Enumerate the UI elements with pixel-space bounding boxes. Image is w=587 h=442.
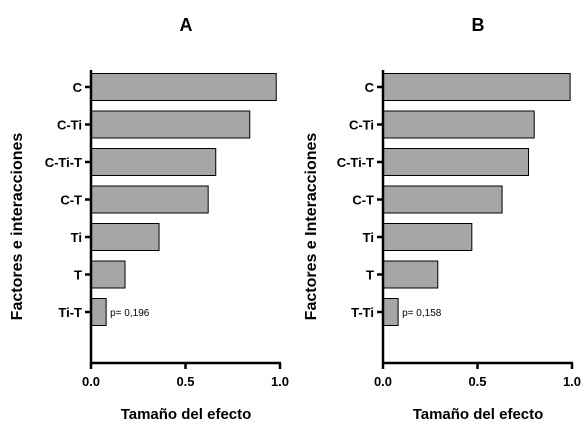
category-label: Ti — [71, 230, 82, 245]
category-label: C-T — [60, 193, 82, 208]
p-value-annotation: p= 0,196 — [110, 308, 150, 319]
panel-a: A Factores e interacciones C C-Ti C-Ti-T C-T T… — [9, 15, 289, 423]
x-tick-label: 0.0 — [82, 374, 100, 389]
x-tick-label: 1.0 — [271, 374, 289, 389]
x-tick-label: 1.0 — [563, 374, 581, 389]
x-tick-label: 0.5 — [176, 374, 194, 389]
p-value-annotation: p= 0,158 — [402, 308, 442, 319]
bar — [382, 73, 571, 101]
panel-b: B Factores e Interacciones C C-Ti C-Ti-T C-T T… — [303, 15, 581, 423]
category-label: Ti-T — [58, 305, 82, 320]
category-label: C-T — [352, 193, 374, 208]
bar — [90, 223, 160, 251]
category-label: Ti — [363, 230, 374, 245]
bar — [90, 185, 209, 214]
bar — [90, 298, 107, 326]
category-label: C-Ti-T — [337, 155, 374, 170]
category-label: C — [73, 80, 83, 95]
category-label: C — [365, 80, 375, 95]
bar — [90, 110, 251, 139]
bar — [382, 148, 530, 176]
category-label: C-Ti — [349, 118, 374, 133]
y-axis-label: Factores e Interacciones — [303, 133, 320, 321]
x-tick-label: 0.5 — [468, 374, 486, 389]
bar — [382, 298, 399, 326]
bar — [90, 260, 126, 289]
bar — [90, 73, 277, 101]
bar — [382, 223, 473, 251]
bar — [382, 185, 503, 214]
bar — [90, 148, 217, 176]
x-axis-label: Tamaño del efecto — [413, 406, 544, 423]
x-tick-label: 0.0 — [374, 374, 392, 389]
bar — [382, 260, 439, 289]
category-label: C-Ti — [57, 118, 82, 133]
y-axis-label: Factores e interacciones — [9, 133, 26, 321]
bar — [382, 110, 535, 139]
category-label: T — [74, 268, 82, 283]
x-axis-label: Tamaño del efecto — [121, 406, 252, 423]
category-label: C-Ti-T — [45, 155, 82, 170]
category-label: T-Ti — [351, 305, 374, 320]
panel-title: B — [472, 15, 485, 35]
panel-title: A — [180, 15, 193, 35]
category-label: T — [366, 268, 374, 283]
